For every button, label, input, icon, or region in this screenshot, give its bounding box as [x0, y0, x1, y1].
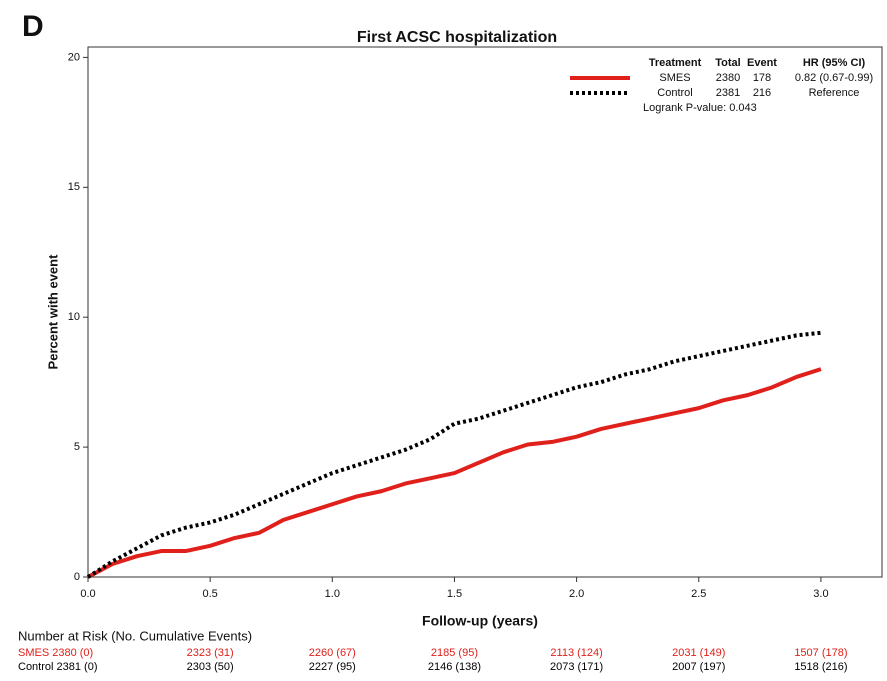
x-tick-label: 1.0	[325, 588, 340, 600]
x-tick-label: 2.5	[691, 588, 706, 600]
risk-cell: 2323 (31)	[187, 647, 234, 659]
x-tick-label: 0.0	[80, 588, 95, 600]
legend-header: Event	[747, 57, 777, 69]
risk-cell: 1507 (178)	[794, 647, 847, 659]
risk-cell: 2227 (95)	[309, 661, 356, 673]
y-axis-label: Percent with event	[45, 254, 60, 370]
y-tick-label: 5	[74, 441, 80, 453]
plot-frame	[87, 46, 883, 578]
annotation: Logrank P-value: 0.043	[643, 102, 757, 114]
x-tick-label: 0.5	[203, 588, 218, 600]
legend-hr: 0.82 (0.67-0.99)	[795, 72, 873, 84]
legend-total: 2380	[716, 72, 740, 84]
x-tick-label: 1.5	[447, 588, 462, 600]
risk-cell: 2146 (138)	[428, 661, 481, 673]
legend-label: SMES	[659, 72, 690, 84]
x-axis-label: Follow-up (years)	[422, 613, 538, 629]
x-tick-label: 3.0	[813, 588, 828, 600]
legend-event: 178	[753, 72, 771, 84]
risk-cell: 2303 (50)	[187, 661, 234, 673]
risk-cell: SMES 2380 (0)	[18, 647, 93, 659]
legend-total: 2381	[716, 87, 740, 99]
x-tick-label: 2.0	[569, 588, 584, 600]
risk-cell: 2113 (124)	[550, 647, 602, 659]
legend-header: Treatment	[649, 57, 702, 69]
risk-cell: 2031 (149)	[672, 647, 725, 659]
km-line	[86, 330, 822, 579]
risk-cell: 1518 (216)	[794, 661, 847, 673]
risk-cell: 2260 (67)	[309, 647, 356, 659]
legend-header: Total	[715, 57, 740, 69]
y-tick-label: 10	[68, 311, 80, 323]
y-tick-label: 0	[74, 571, 80, 583]
km-line	[87, 367, 822, 579]
risk-cell: 2073 (171)	[550, 661, 603, 673]
legend-header: HR (95% CI)	[803, 57, 866, 69]
chart-title: First ACSC hospitalization	[357, 29, 557, 46]
legend-hr: Reference	[809, 87, 860, 99]
y-tick-label: 15	[68, 181, 80, 193]
risk-cell: 2185 (95)	[431, 647, 478, 659]
y-tick-label: 20	[68, 51, 80, 63]
risk-cell: 2007 (197)	[672, 661, 725, 673]
legend-label: Control	[657, 87, 692, 99]
panel-label: D	[22, 10, 44, 43]
risk-table-title: Number at Risk (No. Cumulative Events)	[18, 628, 252, 643]
risk-cell: Control 2381 (0)	[18, 661, 98, 673]
legend-event: 216	[753, 87, 771, 99]
